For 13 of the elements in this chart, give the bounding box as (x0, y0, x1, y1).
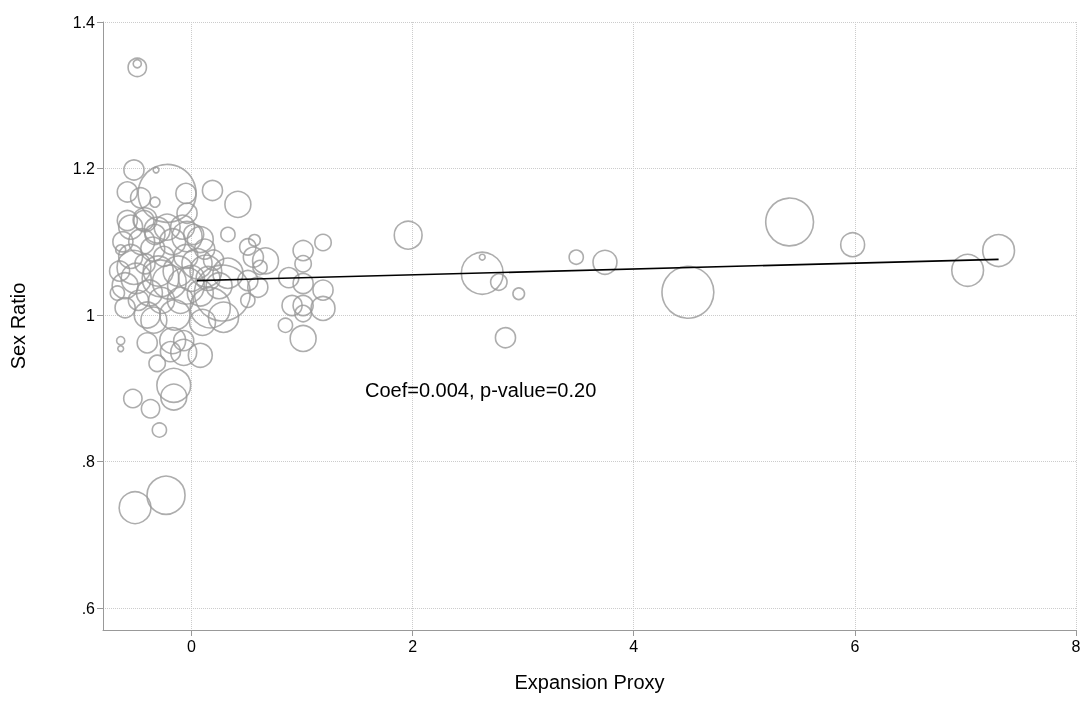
y-tick-label: .6 (81, 599, 96, 617)
x-tick-label: 8 (1071, 637, 1081, 655)
y-tick-label: 1 (86, 306, 96, 324)
y-tick-label: 1.4 (72, 13, 96, 31)
x-tick-label: 6 (850, 637, 860, 655)
y-axis-title: Sex Ratio (7, 282, 29, 370)
y-tick-label: .8 (81, 453, 96, 471)
x-tick-label: 0 (187, 637, 196, 655)
x-axis-title: Expansion Proxy (514, 671, 665, 693)
x-tick-label: 4 (629, 637, 639, 655)
annotation: Coef=0.004, p-value=0.20 (365, 379, 597, 401)
x-tick-label: 2 (408, 637, 418, 655)
y-tick-label: 1.2 (72, 160, 96, 178)
